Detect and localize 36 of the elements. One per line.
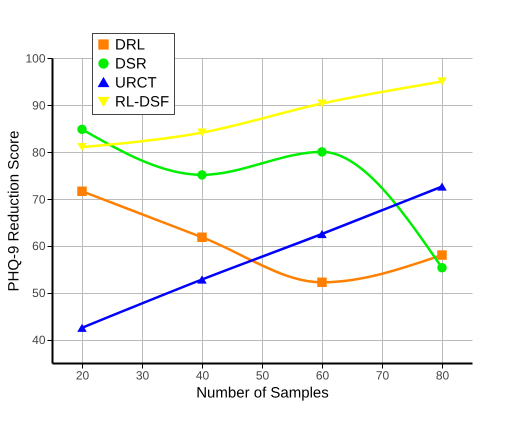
y-tick-label: 80	[32, 145, 46, 160]
point	[77, 143, 87, 152]
point	[437, 250, 447, 260]
point	[317, 99, 327, 108]
y-tick-label: 70	[32, 192, 46, 206]
point	[197, 232, 207, 242]
x-axis-title: Number of Samples	[196, 384, 329, 402]
legend-label: DSR	[115, 56, 147, 72]
y-tick-label: 60	[32, 239, 46, 254]
point	[317, 230, 327, 238]
x-tick-label: 30	[136, 368, 150, 382]
point	[317, 278, 327, 288]
legend-label: DRL	[115, 36, 146, 54]
y-tick-label: 40	[32, 333, 46, 348]
point	[77, 124, 87, 134]
y-tick-label: 50	[32, 286, 46, 300]
legend-label: RL-DSF	[115, 94, 170, 110]
x-tick-label: 20	[76, 368, 90, 382]
point	[197, 275, 207, 284]
point	[77, 186, 87, 196]
y-axis-title: PHQ-9 Reduction Score	[5, 130, 22, 292]
x-tick-label: 50	[256, 368, 270, 382]
legend-label: URCT	[115, 74, 157, 92]
point	[437, 182, 447, 191]
point	[77, 324, 87, 332]
point	[197, 128, 207, 137]
y-tick-label: 90	[32, 98, 46, 112]
point	[437, 77, 447, 86]
point	[317, 147, 327, 157]
point	[437, 263, 447, 272]
y-tick-label: 100	[25, 52, 46, 66]
x-tick-label: 80	[436, 368, 450, 382]
x-tick-label: 40	[196, 368, 210, 382]
x-tick-label: 60	[316, 368, 330, 382]
x-tick-label: 70	[376, 368, 390, 382]
point	[197, 170, 207, 180]
